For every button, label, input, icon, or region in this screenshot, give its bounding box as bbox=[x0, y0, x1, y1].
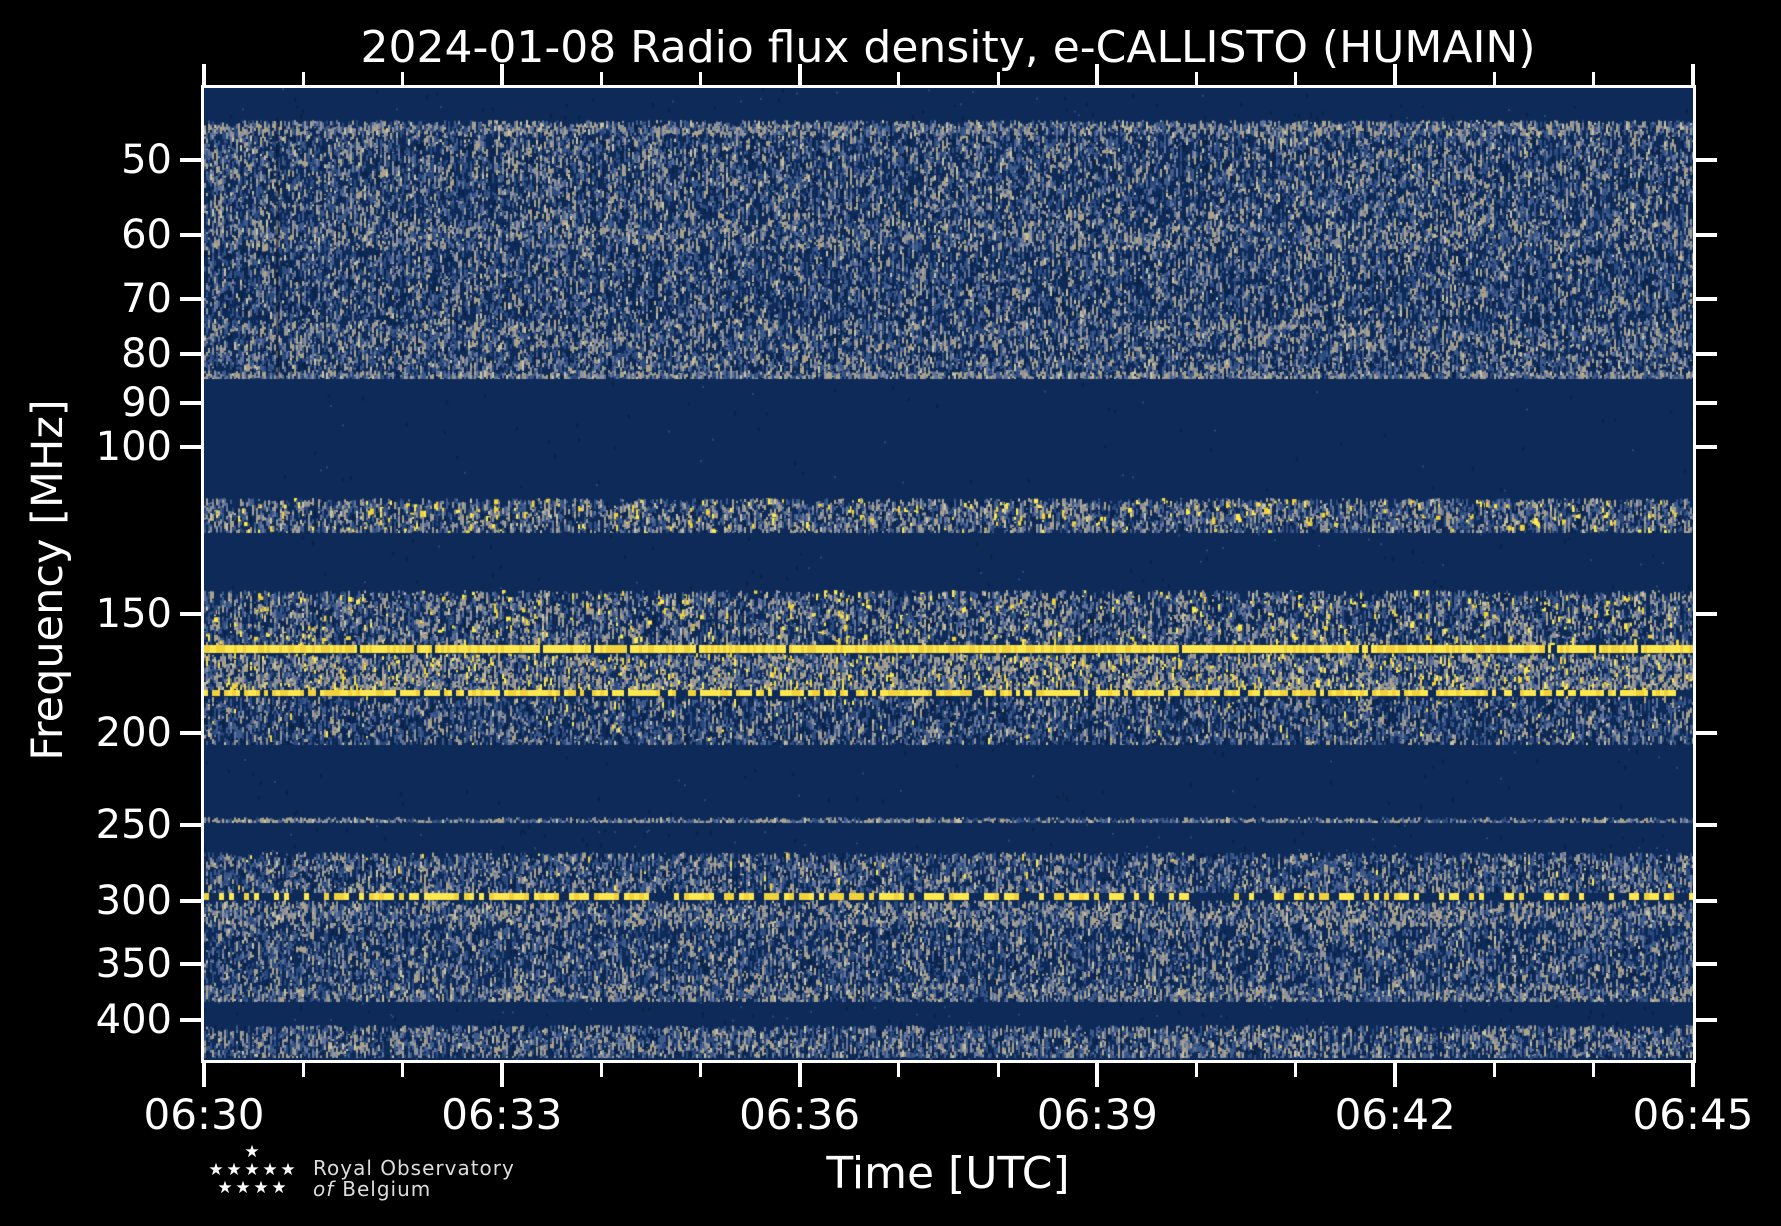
y-major-tick-left bbox=[180, 297, 201, 302]
logo-of-word: of bbox=[313, 1177, 335, 1201]
plot-area bbox=[201, 85, 1696, 1063]
star-icon: ★ bbox=[262, 1160, 278, 1180]
y-major-tick-right bbox=[1696, 898, 1717, 903]
x-minor-tick-top bbox=[1492, 72, 1496, 85]
x-minor-tick-top bbox=[401, 72, 405, 85]
y-major-tick-left bbox=[180, 158, 201, 163]
y-major-tick-right bbox=[1696, 823, 1717, 828]
x-major-tick-top bbox=[1691, 64, 1695, 85]
x-minor-tick-top bbox=[897, 72, 901, 85]
star-icon: ★ bbox=[208, 1160, 224, 1180]
x-tick-label: 06:33 bbox=[441, 1090, 563, 1139]
y-major-tick-left bbox=[180, 898, 201, 903]
star-icon: ★ bbox=[235, 1178, 251, 1198]
x-major-tick-top bbox=[797, 64, 802, 85]
y-major-tick-left bbox=[180, 233, 201, 238]
x-axis-title: Time [UTC] bbox=[826, 1148, 1070, 1199]
x-minor-tick-bottom bbox=[1294, 1063, 1298, 1077]
y-major-tick-left bbox=[180, 1017, 201, 1022]
y-major-tick-right bbox=[1696, 401, 1717, 406]
x-major-tick-top bbox=[499, 64, 504, 85]
x-tick-label: 06:42 bbox=[1334, 1090, 1456, 1139]
x-major-tick-bottom bbox=[202, 1063, 206, 1087]
y-tick-label: 80 bbox=[121, 331, 172, 378]
y-tick-label: 50 bbox=[121, 137, 172, 184]
y-tick-label: 200 bbox=[95, 710, 172, 757]
x-minor-tick-top bbox=[698, 72, 702, 85]
x-minor-tick-top bbox=[1195, 72, 1199, 85]
star-icon: ★ bbox=[280, 1160, 296, 1180]
x-tick-label: 06:36 bbox=[739, 1090, 861, 1139]
y-major-tick-right bbox=[1696, 612, 1717, 617]
x-minor-tick-bottom bbox=[1195, 1063, 1199, 1077]
y-major-tick-left bbox=[180, 352, 201, 357]
x-minor-tick-bottom bbox=[401, 1063, 405, 1077]
y-major-tick-right bbox=[1696, 1017, 1717, 1022]
y-tick-label: 350 bbox=[95, 941, 172, 988]
y-tick-label: 100 bbox=[95, 423, 172, 470]
x-minor-tick-bottom bbox=[1492, 1063, 1496, 1077]
star-icon: ★ bbox=[244, 1160, 260, 1180]
logo-belgium-word: Belgium bbox=[342, 1177, 432, 1201]
y-major-tick-right bbox=[1696, 297, 1717, 302]
x-tick-label: 06:39 bbox=[1036, 1090, 1158, 1139]
y-major-tick-left bbox=[180, 444, 201, 449]
x-tick-label: 06:45 bbox=[1632, 1090, 1754, 1139]
x-major-tick-top bbox=[1095, 64, 1100, 85]
y-tick-label: 300 bbox=[95, 877, 172, 924]
x-tick-label: 06:30 bbox=[143, 1090, 265, 1139]
y-tick-label: 70 bbox=[121, 276, 172, 323]
x-major-tick-top bbox=[202, 64, 206, 85]
x-minor-tick-top bbox=[1294, 72, 1298, 85]
y-major-tick-left bbox=[180, 401, 201, 406]
x-minor-tick-bottom bbox=[996, 1063, 1000, 1077]
chart-title: 2024-01-08 Radio flux density, e-CALLIST… bbox=[360, 22, 1536, 73]
y-major-tick-right bbox=[1696, 731, 1717, 736]
x-major-tick-bottom bbox=[1095, 1063, 1100, 1087]
x-minor-tick-top bbox=[301, 72, 305, 85]
x-major-tick-bottom bbox=[1691, 1063, 1695, 1087]
y-major-tick-left bbox=[180, 731, 201, 736]
star-icon: ★ bbox=[271, 1178, 287, 1198]
y-major-tick-right bbox=[1696, 962, 1717, 967]
x-minor-tick-top bbox=[1592, 72, 1596, 85]
x-minor-tick-top bbox=[599, 72, 603, 85]
x-minor-tick-bottom bbox=[897, 1063, 901, 1077]
y-tick-label: 250 bbox=[95, 802, 172, 849]
star-icon: ★ bbox=[253, 1178, 269, 1198]
y-tick-label: 400 bbox=[95, 996, 172, 1043]
x-major-tick-bottom bbox=[1393, 1063, 1398, 1087]
y-major-tick-right bbox=[1696, 158, 1717, 163]
y-major-tick-left bbox=[180, 962, 201, 967]
x-major-tick-bottom bbox=[499, 1063, 504, 1087]
x-minor-tick-bottom bbox=[1592, 1063, 1596, 1077]
star-icon: ★ bbox=[217, 1178, 233, 1198]
x-major-tick-bottom bbox=[797, 1063, 802, 1087]
y-major-tick-left bbox=[180, 823, 201, 828]
observatory-logo-text-line2: of Belgium bbox=[313, 1177, 431, 1201]
x-minor-tick-bottom bbox=[599, 1063, 603, 1077]
star-icon: ★ bbox=[244, 1142, 260, 1162]
star-icon: ★ bbox=[226, 1160, 242, 1180]
spectrogram-canvas bbox=[204, 88, 1693, 1060]
y-tick-label: 60 bbox=[121, 212, 172, 259]
y-major-tick-right bbox=[1696, 233, 1717, 238]
x-minor-tick-bottom bbox=[698, 1063, 702, 1077]
x-major-tick-top bbox=[1393, 64, 1398, 85]
y-major-tick-left bbox=[180, 612, 201, 617]
observatory-logo-text-line1: Royal Observatory bbox=[313, 1156, 515, 1180]
y-tick-label: 150 bbox=[95, 591, 172, 638]
y-tick-label: 90 bbox=[121, 380, 172, 427]
y-major-tick-right bbox=[1696, 444, 1717, 449]
y-major-tick-right bbox=[1696, 352, 1717, 357]
x-minor-tick-top bbox=[996, 72, 1000, 85]
x-minor-tick-bottom bbox=[301, 1063, 305, 1077]
